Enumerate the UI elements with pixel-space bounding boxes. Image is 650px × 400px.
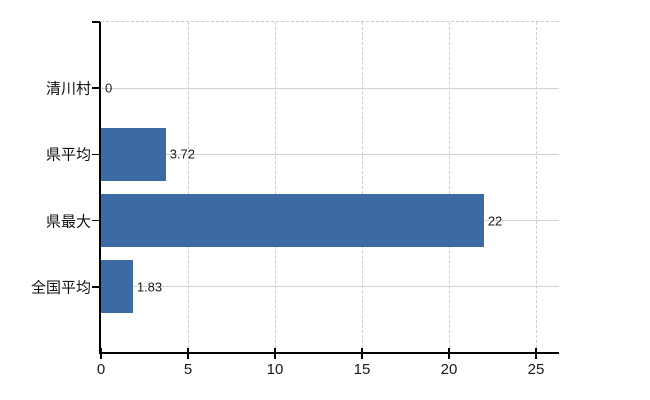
x-axis-tick: [187, 348, 189, 359]
category-label: 県最大: [45, 213, 91, 231]
x-axis-tick: [535, 348, 537, 359]
category-label: 全国平均: [30, 279, 91, 297]
x-tick-label: 0: [96, 361, 106, 378]
category-label: 県平均: [45, 146, 91, 164]
x-tick-label: 10: [266, 361, 284, 378]
x-tick-label: 20: [440, 361, 458, 378]
x-tick-label: 5: [183, 361, 193, 378]
bar-3: [101, 260, 133, 314]
y-axis-top-tick: [92, 21, 100, 23]
row-gridline: [101, 153, 559, 155]
bar-1: [101, 127, 166, 181]
gridline-x-15: [361, 22, 363, 353]
y-axis-line: [99, 22, 101, 353]
gridline-x-20: [448, 22, 450, 353]
x-tick-label: 25: [527, 361, 545, 378]
category-label: 清川村: [45, 80, 91, 98]
value-label: 22: [487, 213, 503, 229]
gridline-x-10: [274, 22, 276, 353]
value-label: 3.72: [169, 146, 196, 162]
y-axis-tick: [92, 153, 100, 156]
gridline-x-25: [535, 22, 537, 353]
row-gridline: [101, 286, 559, 288]
x-axis-line: [99, 352, 559, 354]
x-axis-tick: [100, 348, 102, 359]
bar-2: [101, 194, 484, 248]
gridline-x-5: [187, 22, 189, 353]
y-axis-tick: [92, 87, 100, 89]
x-axis-tick: [361, 348, 363, 359]
value-label: 0: [105, 80, 113, 96]
x-tick-label: 15: [353, 361, 371, 378]
x-axis-tick: [274, 348, 276, 359]
plot-top-border: [101, 21, 559, 22]
y-axis-tick: [92, 219, 100, 222]
y-axis-tick: [92, 286, 100, 288]
value-label: 1.83: [136, 279, 163, 295]
x-axis-tick: [448, 348, 450, 359]
row-gridline: [101, 87, 559, 89]
